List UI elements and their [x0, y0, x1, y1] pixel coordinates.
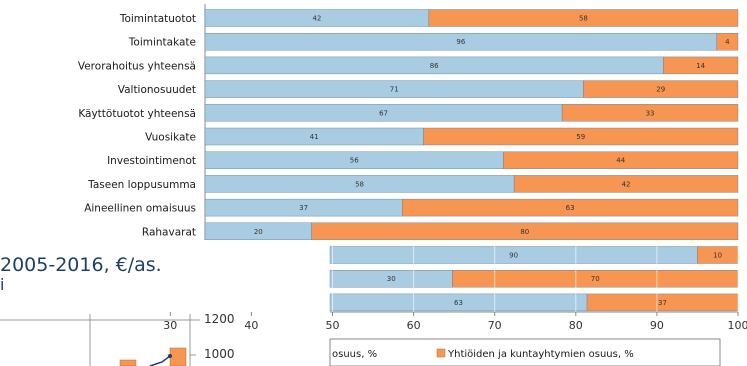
bar-value-label: 14: [696, 62, 705, 70]
bar-segment: [513, 175, 739, 193]
category-label: Toimintakate: [128, 37, 196, 49]
x-tick-label: 80: [569, 319, 583, 332]
category-label: Vuosikate: [145, 132, 196, 144]
bar-value-label: 10: [713, 252, 722, 260]
background-chart: [0, 314, 200, 366]
legend-box: [329, 338, 721, 366]
bar-segment: [663, 56, 739, 75]
category-label: Verorahoitus yhteensä: [78, 60, 196, 72]
bar-value-label: 20: [254, 228, 263, 236]
bar-value-label: 42: [622, 180, 631, 188]
background-chart-point: [168, 354, 172, 358]
bar-value-label: 41: [310, 133, 319, 141]
bar-segment: [583, 80, 739, 98]
category-label: Toimintatuotot: [119, 13, 196, 25]
category-label: Käyttötuotot yhteensä: [78, 108, 196, 120]
legend-swatch: [436, 348, 446, 358]
bar-value-label: 37: [299, 204, 308, 212]
bar-value-label: 37: [658, 299, 667, 307]
bar-segment: [503, 151, 739, 169]
background-chart-bar: [119, 359, 137, 366]
bar-segment: [716, 33, 739, 51]
category-label: Valtionosuudet: [118, 84, 196, 96]
bar-value-label: 90: [509, 252, 518, 260]
bar-value-label: 29: [656, 86, 665, 94]
x-tick-label: 60: [407, 319, 421, 332]
category-label: Rahavarat: [142, 226, 196, 238]
bar-value-label: 67: [379, 109, 388, 117]
x-tick-label: 40: [244, 319, 258, 332]
background-chart-subtitle: i: [0, 275, 5, 294]
bar-segment: [402, 198, 739, 217]
legend-label: osuus, %: [332, 349, 377, 360]
bar-value-label: 96: [456, 38, 465, 46]
x-tick-label: 30: [163, 319, 177, 332]
bar-segment: [311, 222, 739, 241]
bar-value-label: 30: [387, 275, 396, 283]
category-label: Investointimenot: [107, 155, 196, 167]
bar-value-label: 58: [579, 15, 588, 23]
bar-value-label: 33: [646, 109, 655, 117]
bar-value-label: 42: [312, 15, 321, 23]
bar-value-label: 71: [390, 86, 399, 94]
background-chart-ytick-label: 1200: [204, 312, 235, 326]
background-chart-line: [149, 355, 171, 366]
bar-value-label: 63: [454, 299, 463, 307]
background-chart-ytick-label: 1000: [204, 347, 235, 361]
bar-value-label: 44: [616, 157, 625, 165]
bar-segment: [428, 9, 739, 27]
bar-value-label: 86: [430, 62, 439, 70]
bar-value-label: 4: [725, 38, 730, 46]
x-tick-label: 90: [650, 319, 664, 332]
background-chart-title: 2005-2016, €/as.: [0, 254, 162, 276]
bar-segment: [423, 127, 739, 146]
legend-label: Yhtiöiden ja kuntayhtymien osuus, %: [447, 349, 634, 360]
bar-value-label: 70: [591, 275, 600, 283]
bar-segment: [561, 104, 739, 122]
x-tick-label: 100: [728, 319, 747, 332]
x-tick-label: 50: [326, 319, 340, 332]
bar-value-label: 58: [355, 180, 364, 188]
x-tick-label: 70: [488, 319, 502, 332]
category-label: Aineellinen omaisuus: [84, 203, 196, 215]
bar-value-label: 56: [350, 157, 359, 165]
bar-value-label: 80: [520, 228, 529, 236]
category-label: Taseen loppusumma: [87, 179, 196, 191]
bar-value-label: 59: [576, 133, 585, 141]
bar-value-label: 63: [566, 204, 575, 212]
